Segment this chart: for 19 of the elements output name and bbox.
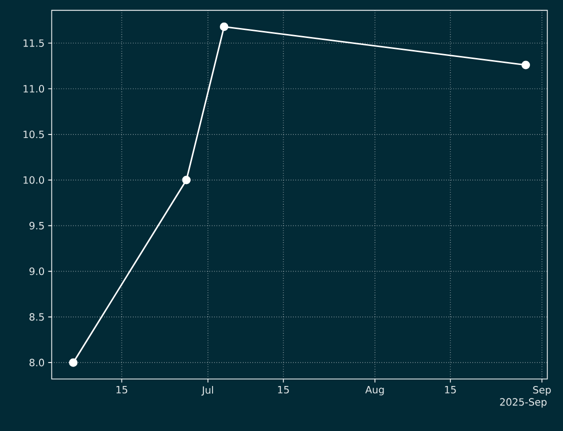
x-tick-label: Sep bbox=[533, 386, 551, 396]
y-tick-label: 9.0 bbox=[29, 268, 44, 276]
y-tick-label: 9.5 bbox=[29, 222, 44, 230]
y-tick-label: 10.0 bbox=[24, 176, 44, 184]
point bbox=[522, 60, 530, 70]
x-tick-label: 15 bbox=[116, 386, 128, 394]
y-tick-label: 11.0 bbox=[24, 85, 44, 93]
point bbox=[220, 22, 228, 31]
x-tick-label: 15 bbox=[445, 386, 456, 394]
point bbox=[69, 358, 78, 367]
y-tick-label: 10.5 bbox=[24, 130, 44, 138]
x-tick-label: 15 bbox=[278, 386, 289, 394]
y-tick-label: 8.5 bbox=[30, 313, 44, 321]
text: 2025-Sep bbox=[500, 398, 547, 408]
x-tick-label: Aug bbox=[365, 386, 384, 396]
y-tick-label: 11.5 bbox=[24, 39, 44, 47]
y-tick-label: 8.0 bbox=[30, 358, 44, 366]
x-tick-label: Jul bbox=[201, 386, 214, 396]
point bbox=[182, 176, 191, 184]
